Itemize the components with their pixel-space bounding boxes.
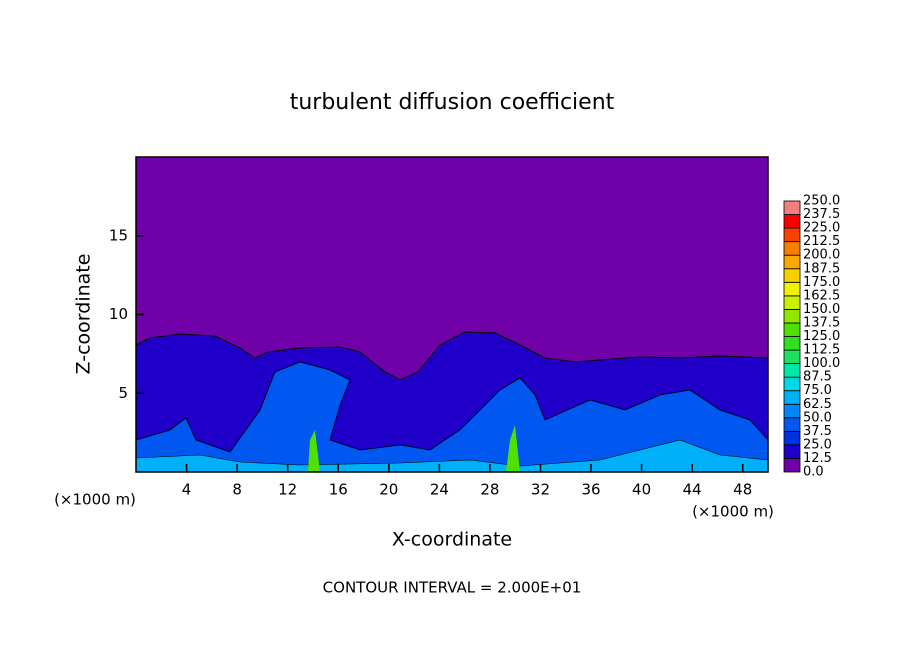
colorbar-label: 0.0: [803, 465, 824, 480]
colorbar-box: [783, 254, 801, 270]
chart-title: turbulent diffusion coefficient: [290, 90, 615, 115]
colorbar-label: 125.0: [803, 329, 840, 344]
colorbar-label: 200.0: [803, 248, 840, 263]
y-tick-label: 5: [118, 384, 128, 402]
colorbar-label: 212.5: [803, 234, 840, 249]
colorbar-box: [783, 227, 801, 243]
colorbar-label: 237.5: [803, 207, 840, 222]
colorbar-box: [783, 349, 801, 364]
x-tick-label: 40: [632, 481, 651, 499]
colorbar-label: 150.0: [803, 302, 840, 317]
x-tick-label: 12: [278, 481, 297, 499]
colorbar-box: [783, 376, 801, 392]
colorbar-label: 87.5: [803, 370, 832, 385]
x-axis-label: X-coordinate: [392, 529, 512, 551]
colorbar-label: 250.0: [803, 194, 840, 209]
colorbar-label: 112.5: [803, 343, 840, 358]
colorbar-box: [783, 336, 801, 351]
x-tick-label: 44: [683, 481, 702, 499]
colorbar-label: 62.5: [803, 397, 832, 412]
colorbar-box: [783, 322, 801, 337]
x-tick-label: 24: [430, 481, 449, 499]
x-tick-label: 4: [182, 481, 192, 499]
x-tick-label: 36: [581, 481, 600, 499]
colorbar-label: 100.0: [803, 356, 840, 371]
colorbar-box: [783, 241, 801, 256]
colorbar-box: [783, 430, 801, 446]
colorbar-label: 25.0: [803, 437, 832, 452]
colorbar-label: 12.5: [803, 451, 832, 466]
colorbar-box: [783, 458, 801, 473]
contour-field: [135, 157, 769, 473]
y-tick-label: 10: [109, 305, 128, 323]
colorbar-box: [783, 214, 801, 229]
footer-note: CONTOUR INTERVAL = 2.000E+01: [323, 579, 582, 597]
y-axis-label: Z-coordinate: [73, 254, 95, 375]
x-unit-left: (×1000 m): [54, 491, 136, 509]
colorbar-box: [783, 390, 801, 405]
colorbar-box: [783, 295, 801, 310]
x-tick-label: 20: [379, 481, 398, 499]
colorbar-label: 175.0: [803, 275, 840, 290]
x-unit-right: (×1000 m): [692, 503, 774, 521]
y-tick-label: 15: [109, 226, 128, 244]
field-mid: [135, 361, 769, 473]
colorbar-box: [783, 403, 801, 419]
colorbar-box: [783, 444, 801, 459]
x-tick-label: 16: [329, 481, 348, 499]
colorbar-box: [783, 363, 801, 378]
x-tick-label: 28: [480, 481, 499, 499]
colorbar-label: 162.5: [803, 288, 840, 303]
x-tick-label: 48: [733, 481, 752, 499]
colorbar-label: 225.0: [803, 221, 840, 236]
colorbar-label: 75.0: [803, 383, 832, 398]
colorbar-box: [783, 281, 801, 297]
x-tick-label: 32: [531, 481, 550, 499]
colorbar-box: [783, 417, 801, 432]
colorbar-label: 137.5: [803, 315, 840, 330]
colorbar-box: [783, 308, 801, 324]
colorbar-label: 37.5: [803, 424, 832, 439]
colorbar-box: [783, 200, 801, 215]
colorbar-box: [783, 268, 801, 283]
colorbar-label: 50.0: [803, 410, 832, 425]
x-tick-label: 8: [232, 481, 242, 499]
colorbar-label: 187.5: [803, 261, 840, 276]
